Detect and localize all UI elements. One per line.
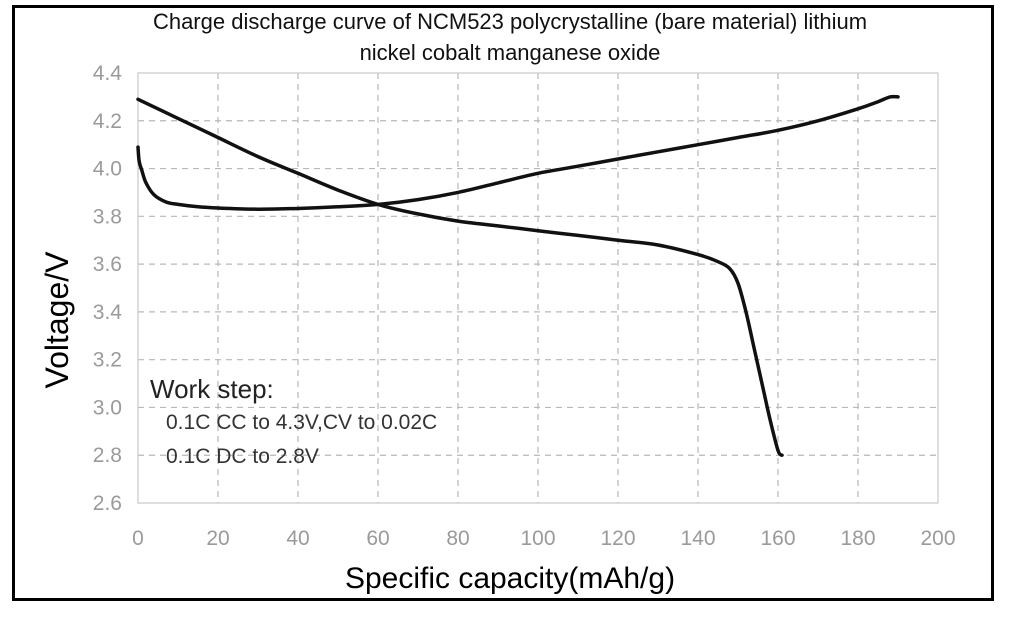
- x-tick-label: 0: [132, 527, 144, 550]
- x-tick-label: 160: [760, 527, 795, 550]
- chart-title: Charge discharge curve of NCM523 polycry…: [0, 6, 1020, 68]
- plot-border: [137, 72, 939, 504]
- chart-title-line: Charge discharge curve of NCM523 polycry…: [152, 9, 868, 34]
- chart-title-line: nickel cobalt manganese oxide: [359, 40, 661, 65]
- axes: [137, 72, 939, 504]
- y-tick-label: 2.8: [93, 444, 122, 467]
- work-step-annotation: Work step: 0.1C CC to 4.3V,CV to 0.02C 0…: [150, 372, 437, 474]
- x-tick-label: 80: [446, 527, 469, 550]
- x-tick-label: 60: [366, 527, 389, 550]
- x-axis-label: Specific capacity(mAh/g): [345, 562, 675, 595]
- y-tick-label: 3.6: [93, 253, 122, 276]
- series-layer: [136, 94, 900, 457]
- y-tick-label: 3.2: [93, 349, 122, 372]
- x-tick-label: 200: [920, 527, 955, 550]
- x-tick-label: 140: [680, 527, 715, 550]
- y-tick-label: 4.2: [93, 110, 122, 133]
- annotation-line: 0.1C DC to 2.8V: [166, 445, 319, 468]
- y-tick-label: 4.0: [93, 158, 122, 181]
- x-tick-label: 20: [206, 527, 229, 550]
- tick-labels: 0 20 40 60 80 100 120 140 160 180 200 2.6 2.8 3.0 3.2 3…: [93, 62, 956, 550]
- x-tick-label: 100: [520, 527, 555, 550]
- x-tick-label: 40: [286, 527, 309, 550]
- y-tick-label: 4.4: [93, 62, 123, 85]
- y-tick-label: 3.8: [93, 205, 122, 228]
- x-tick-label: 180: [840, 527, 875, 550]
- chart-frame: [12, 5, 994, 601]
- grid: [138, 73, 938, 503]
- series-line: [136, 97, 784, 457]
- y-axis-label: Voltage/V: [39, 251, 75, 389]
- series-line: [136, 94, 900, 211]
- y-tick-label: 2.6: [93, 492, 122, 515]
- y-tick-label: 3.0: [93, 396, 122, 419]
- annotation-heading: Work step:: [150, 374, 274, 404]
- y-tick-label: 3.4: [93, 301, 123, 324]
- annotation-line: 0.1C CC to 4.3V,CV to 0.02C: [166, 411, 438, 434]
- x-tick-label: 120: [600, 527, 635, 550]
